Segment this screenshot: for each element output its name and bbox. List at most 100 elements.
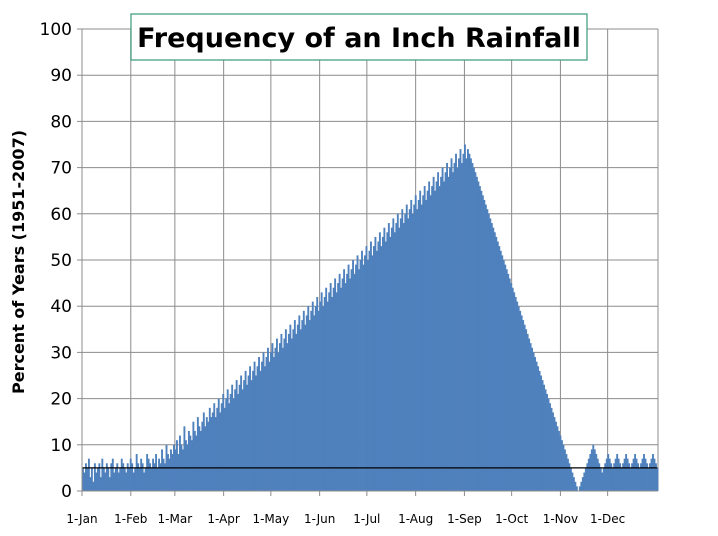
bar-96 bbox=[223, 407, 226, 491]
bar-70 bbox=[184, 440, 187, 491]
bar-135 bbox=[281, 347, 284, 491]
bar-84 bbox=[205, 417, 208, 491]
bar-353 bbox=[607, 454, 610, 491]
bar-55 bbox=[162, 458, 165, 491]
chart-title-box: Frequency of an Inch Rainfall bbox=[130, 13, 588, 61]
bar-309 bbox=[541, 380, 544, 491]
bar-32 bbox=[128, 467, 131, 491]
bar-117 bbox=[255, 375, 257, 491]
bar-22 bbox=[113, 472, 116, 491]
y-tick-label-5: 50 bbox=[50, 251, 72, 271]
bar-157 bbox=[314, 306, 317, 491]
bar-365 bbox=[625, 454, 628, 491]
bar-375 bbox=[640, 463, 642, 491]
bar-233 bbox=[428, 181, 431, 491]
bar-347 bbox=[598, 463, 601, 491]
bar-82 bbox=[202, 412, 205, 491]
bar-88 bbox=[211, 412, 214, 491]
bar-142 bbox=[292, 329, 295, 491]
bar-288 bbox=[510, 283, 513, 491]
bar-21 bbox=[111, 458, 114, 491]
bar-296 bbox=[522, 320, 525, 491]
y-tick-label-9: 90 bbox=[50, 66, 72, 86]
bar-200 bbox=[378, 232, 381, 491]
bar-53 bbox=[159, 463, 162, 491]
bar-358 bbox=[614, 458, 617, 491]
bar-39 bbox=[138, 467, 141, 491]
bar-132 bbox=[277, 352, 280, 491]
bar-137 bbox=[284, 329, 287, 491]
bar-363 bbox=[622, 463, 625, 491]
y-tick-label-4: 40 bbox=[50, 297, 72, 317]
bar-385 bbox=[655, 463, 657, 491]
bar-364 bbox=[623, 458, 626, 491]
bar-10 bbox=[95, 472, 98, 491]
bar-352 bbox=[605, 458, 608, 491]
bar-190 bbox=[364, 255, 366, 491]
bar-164 bbox=[325, 287, 328, 491]
bar-139 bbox=[287, 333, 290, 491]
bar-277 bbox=[493, 232, 496, 491]
bar-356 bbox=[611, 467, 614, 491]
bar-339 bbox=[586, 463, 589, 491]
bar-92 bbox=[217, 398, 220, 491]
bar-126 bbox=[268, 361, 271, 491]
bar-274 bbox=[489, 218, 492, 492]
bar-237 bbox=[434, 190, 437, 491]
bar-205 bbox=[386, 232, 389, 491]
bar-195 bbox=[371, 255, 374, 491]
bar-346 bbox=[596, 458, 599, 491]
bar-293 bbox=[517, 306, 520, 491]
bar-261 bbox=[469, 158, 472, 492]
bar-329 bbox=[571, 472, 574, 491]
bar-138 bbox=[286, 343, 289, 491]
bar-124 bbox=[265, 357, 268, 491]
bar-307 bbox=[538, 370, 541, 491]
y-tick-label-7: 70 bbox=[50, 159, 72, 179]
bar-330 bbox=[572, 477, 575, 491]
bar-181 bbox=[350, 269, 353, 491]
bar-370 bbox=[632, 458, 635, 491]
bar-64 bbox=[176, 440, 178, 491]
bar-236 bbox=[432, 176, 435, 491]
x-tick-label-6: 1-Jul bbox=[353, 512, 380, 526]
bar-102 bbox=[232, 398, 235, 491]
bar-249 bbox=[452, 172, 454, 491]
bar-203 bbox=[383, 227, 386, 491]
bar-100 bbox=[229, 393, 232, 491]
bar-319 bbox=[556, 426, 559, 491]
bar-386 bbox=[656, 467, 659, 491]
bar-192 bbox=[367, 260, 369, 491]
bar-90 bbox=[214, 417, 217, 491]
bar-281 bbox=[499, 250, 502, 491]
bar-295 bbox=[520, 315, 523, 491]
bar-113 bbox=[249, 366, 252, 491]
bar-344 bbox=[593, 449, 596, 491]
bar-4 bbox=[86, 467, 89, 491]
bar-48 bbox=[152, 458, 155, 491]
bar-11 bbox=[96, 467, 99, 491]
bar-273 bbox=[487, 213, 490, 492]
bar-197 bbox=[374, 236, 377, 491]
bar-166 bbox=[328, 292, 331, 491]
bar-34 bbox=[131, 463, 134, 491]
bar-130 bbox=[274, 347, 277, 491]
bar-136 bbox=[283, 338, 286, 491]
bar-72 bbox=[187, 430, 190, 491]
bar-123 bbox=[264, 366, 266, 491]
bar-213 bbox=[398, 227, 401, 491]
bar-185 bbox=[356, 255, 359, 491]
bar-284 bbox=[504, 264, 507, 491]
x-tick-label-7: 1-Aug bbox=[398, 512, 433, 526]
bar-2 bbox=[83, 472, 86, 491]
bar-173 bbox=[338, 273, 341, 491]
x-tick-label-10: 1-Nov bbox=[543, 512, 578, 526]
bar-283 bbox=[502, 260, 505, 491]
bar-5 bbox=[87, 458, 90, 491]
bar-243 bbox=[443, 181, 446, 491]
x-tick-label-1: 1-Feb bbox=[114, 512, 147, 526]
bar-378 bbox=[644, 458, 647, 491]
bar-18 bbox=[107, 467, 110, 491]
bar-367 bbox=[628, 463, 631, 491]
